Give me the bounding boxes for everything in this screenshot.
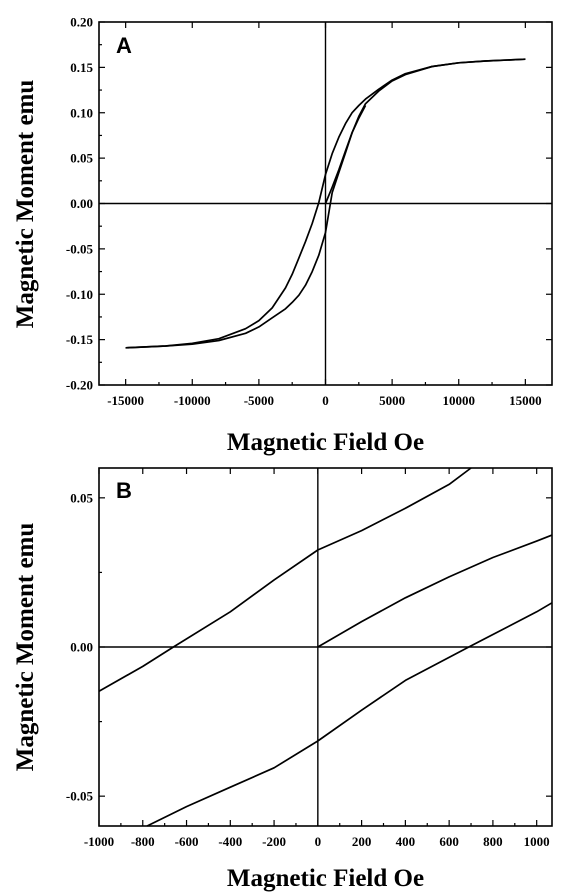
panel-a-x-tick-label: 5000 <box>379 393 405 408</box>
panel-b-y-axis-title: Magnetic Moment emu <box>12 523 39 772</box>
panel-b-x-tick-label: 0 <box>315 834 322 849</box>
panel-b-x-axis-title: Magnetic Field Oe <box>227 865 424 892</box>
panel-b-label: B <box>116 478 132 503</box>
panel-a-y-tick-label: -0.05 <box>66 241 94 256</box>
panel-b-axes: -1000 -800 -600 -400 -200 0 200 400 600 800 1000 -0… <box>66 468 552 849</box>
panel-a-y-tick-label: 0.00 <box>70 196 93 211</box>
panel-b-y-tick-label: 0.00 <box>70 640 93 655</box>
panel-a-x-tick-label: 10000 <box>442 393 475 408</box>
panel-a-x-tick-label: -5000 <box>244 393 274 408</box>
panel-a-y-tick-label: -0.15 <box>66 332 94 347</box>
panel-b-x-tick-label: 800 <box>483 834 503 849</box>
panel-a-curves <box>125 58 526 349</box>
panel-b-x-tick-label: 600 <box>439 834 459 849</box>
panel-a-y-tick-label: 0.15 <box>70 60 93 75</box>
panel-b-x-tick-label: 1000 <box>524 834 550 849</box>
panel-b-series-line-1 <box>98 467 472 692</box>
panel-b-series-line-2 <box>317 534 553 648</box>
panel-b-y-tick-label: 0.05 <box>70 490 93 505</box>
panel-b: -1000 -800 -600 -400 -200 0 200 400 600 800 1000 -0… <box>12 467 553 892</box>
panel-b-x-tick-label: -1000 <box>84 834 114 849</box>
panel-a-series-line-3 <box>324 105 367 204</box>
panel-a-y-tick-label: -0.10 <box>66 287 93 302</box>
panel-a-x-tick-label: -10000 <box>174 393 211 408</box>
panel-a: -15000 -10000 -5000 0 5000 10000 15000 -0.20 -0.… <box>12 15 553 456</box>
panel-a-x-tick-label: 15000 <box>509 393 542 408</box>
panel-b-x-tick-label: -800 <box>131 834 155 849</box>
panel-a-series-line-2 <box>125 58 526 349</box>
panel-b-series-line-3 <box>146 602 553 827</box>
panel-b-curves <box>98 467 553 827</box>
panel-a-y-tick-label: 0.05 <box>70 151 93 166</box>
panel-b-x-tick-label: -600 <box>175 834 199 849</box>
panel-a-y-tick-label: 0.10 <box>70 105 93 120</box>
panel-a-axes: -15000 -10000 -5000 0 5000 10000 15000 -0.20 -0.… <box>66 15 552 408</box>
panel-a-y-tick-label: 0.20 <box>70 15 93 30</box>
panel-a-x-tick-label: -15000 <box>107 393 144 408</box>
panel-b-x-tick-label: 400 <box>396 834 416 849</box>
panel-a-x-axis-title: Magnetic Field Oe <box>227 429 424 456</box>
panel-a-x-tick-label: 0 <box>322 393 329 408</box>
panel-b-y-tick-label: -0.05 <box>66 789 94 804</box>
panel-a-label: A <box>116 33 132 58</box>
panel-a-y-axis-title: Magnetic Moment emu <box>12 80 39 329</box>
panel-b-x-tick-label: -200 <box>262 834 286 849</box>
panel-a-y-tick-label: -0.20 <box>66 378 93 393</box>
panel-b-x-tick-label: 200 <box>352 834 372 849</box>
panel-b-x-tick-label: -400 <box>218 834 242 849</box>
